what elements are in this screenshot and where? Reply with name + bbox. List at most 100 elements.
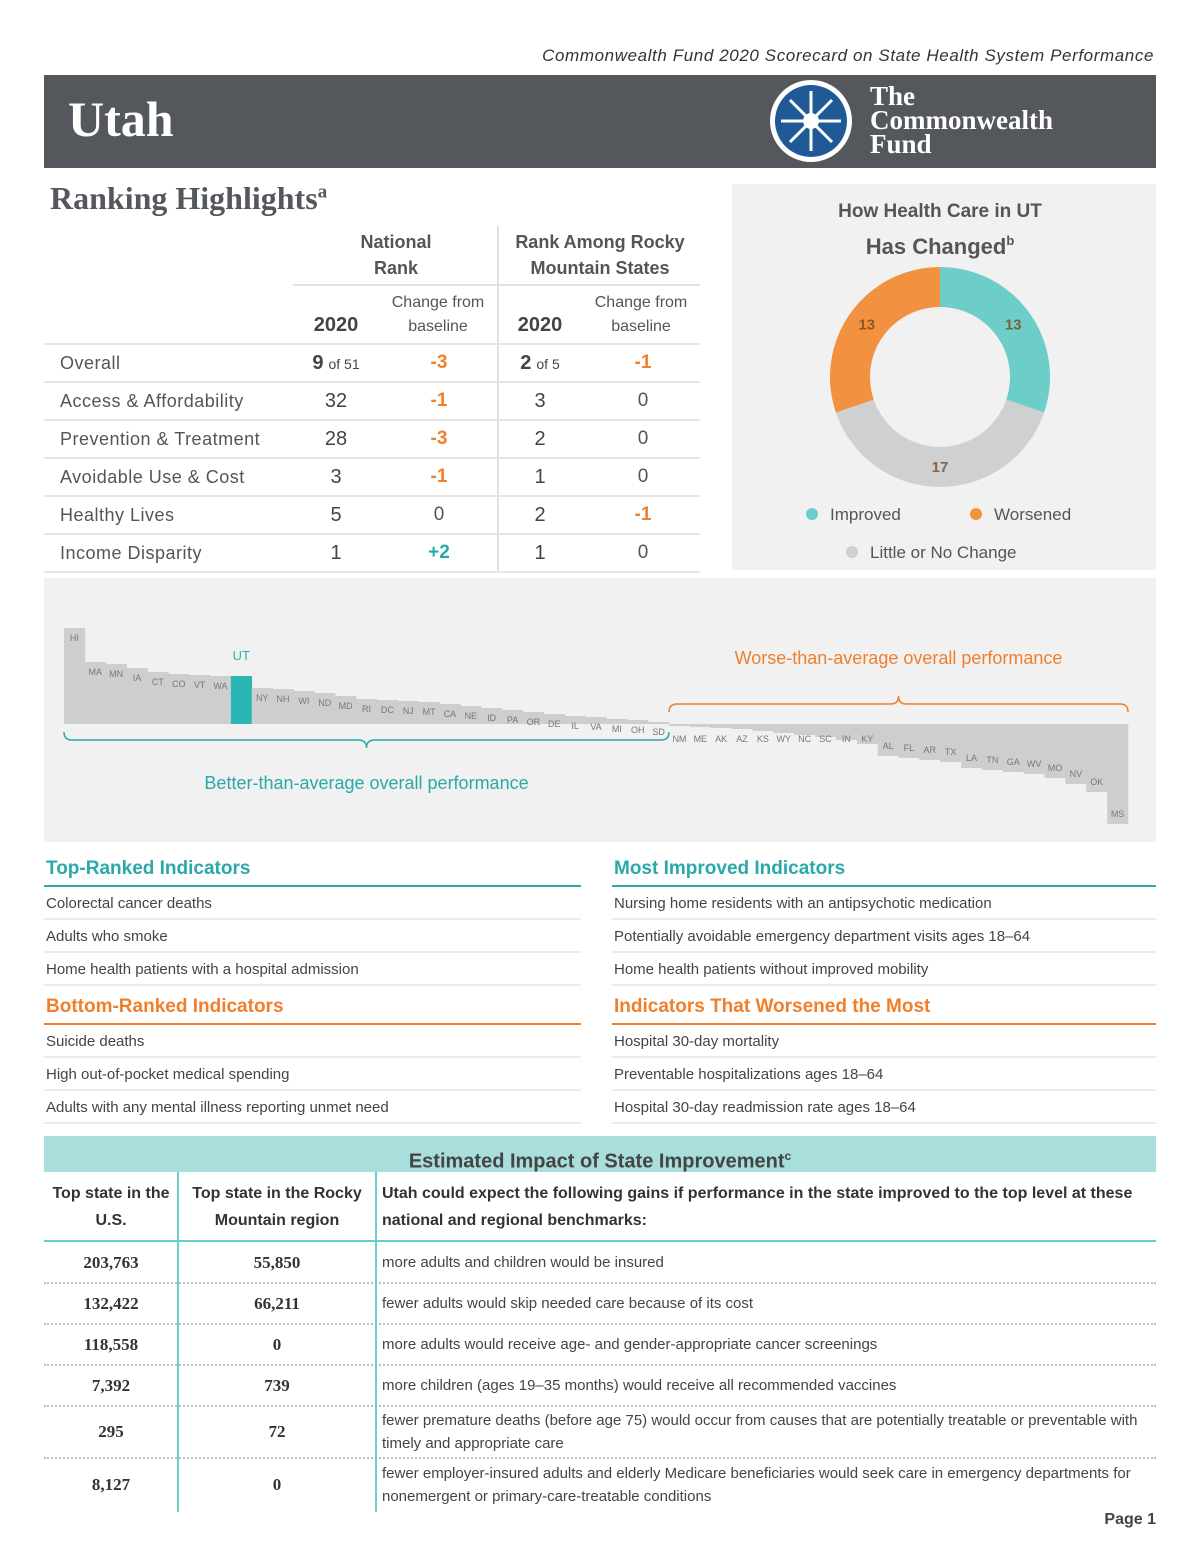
logo-mark [770,80,852,162]
impact-cell: fewer adults would skip needed care beca… [382,1295,754,1312]
change-cell: -1 [430,466,448,487]
donut-slice [835,399,1045,487]
state-label: MN [109,669,123,679]
impact-cell: fewer employer-insured adults and elderl… [382,1465,1131,1505]
rank-of: of 5 [536,356,560,372]
indicator-heading: Most Improved Indicators [612,858,1156,887]
slice-label: 13 [1005,317,1022,334]
rank-bar [210,676,232,724]
rank-bar [585,717,607,724]
state-label: DC [381,705,394,715]
indicator-item: Preventable hospitalizations ages 18–64 [612,1058,1156,1091]
rank-value: 32 [324,390,348,412]
rank-bar [272,689,294,724]
state-label: MO [1048,763,1063,773]
state-label: AZ [736,734,748,744]
rank-bar [877,724,899,756]
state-label: IA [133,673,142,683]
row-line [44,419,700,421]
rank-value: 2 [534,428,546,450]
row-label: Healthy Lives [60,505,175,525]
rank-value: 1 [330,542,342,564]
row-rule [44,1282,1156,1284]
rank-bar [543,714,566,724]
state-label: NJ [403,706,414,716]
rank-cell: 32 [276,383,396,421]
rank-cell: 28 [276,421,396,459]
rank-value: 9 [312,352,324,374]
state-label: KS [757,734,769,744]
legend-label: Worsened [994,505,1071,524]
indicator-heading: Bottom-Ranked Indicators [44,996,581,1025]
change-cell: 0 [637,390,649,411]
rank-cell: 2 [480,497,600,535]
row-rule [44,1323,1156,1325]
state-label: NV [1070,769,1083,779]
brace [63,731,670,749]
state-label: NY [256,693,269,703]
impact-cell: 0 [272,1334,282,1354]
impact-header: Utah could expect the following gains if… [382,1185,1133,1229]
state-label: MA [89,667,103,677]
legend-label: Improved [830,505,901,524]
legend-swatch [846,546,858,558]
state-label: GA [1007,757,1020,767]
state-label: MT [423,707,436,717]
indicator-heading: Indicators That Worsened the Most [612,996,1156,1025]
header-bar [44,75,1156,168]
rank-bar [439,704,461,724]
change-cell: -3 [430,428,448,449]
rank-bar [710,724,732,728]
impact-cell: more adults would receive age- and gende… [382,1336,878,1353]
rank-value: 1 [534,542,546,564]
impact-cell: 118,558 [83,1334,139,1354]
rank-cell: 1 [276,535,396,573]
row-rule [44,1364,1156,1366]
indicator-item: Home health patients with a hospital adm… [44,953,581,986]
indicator-item: Potentially avoidable emergency departme… [612,920,1156,953]
impact-cell: 739 [264,1375,290,1395]
rank-bar [522,712,545,724]
state-label: WV [1027,759,1042,769]
rank-bar [314,693,336,724]
row-label: Avoidable Use & Cost [60,467,245,487]
rank-bar [356,699,378,724]
row-label: Overall [60,353,121,373]
rank-bar [731,724,753,729]
state-label: RI [362,704,371,714]
row-label: Prevention & Treatment [60,429,261,449]
change-cell: -1 [634,352,652,373]
state-label: CT [152,677,164,687]
change-cell: 0 [637,466,649,487]
divider [293,284,700,286]
rank-bar [794,724,816,735]
donut-slice [830,267,940,413]
row-line [44,343,700,345]
state-label: WY [777,734,792,744]
divider [497,226,499,572]
state-label: UT [233,648,250,663]
title-line: Has Changed [866,234,1007,259]
title-line: How Health Care in UT [838,201,1042,222]
impact-cell: 7,392 [91,1375,131,1395]
rank-bar [1086,724,1108,792]
state-label: AL [883,741,894,751]
state-label: MD [339,701,353,711]
indicator-item: Home health patients without improved mo… [612,953,1156,986]
rank-bar [1002,724,1024,772]
indicator-item: Suicide deaths [44,1025,581,1058]
rank-bar [189,675,211,724]
state-label: WA [213,681,227,691]
impact-cell: 72 [268,1422,286,1441]
footnote-mark: a [317,181,328,203]
indicator-group: Top-Ranked Indicators Colorectal cancer d… [44,858,581,986]
impact-cell: fewer premature deaths (before age 75) w… [382,1412,1138,1452]
indicator-group: Most Improved Indicators Nursing home res… [612,858,1156,986]
chart-title: How Health Care in UT Has Changedb [838,201,1042,259]
rank-bar [502,710,524,724]
indicator-item: High out-of-pocket medical spending [44,1058,581,1091]
rank-bar [460,706,482,724]
indicator-group: Bottom-Ranked Indicators Suicide deaths Hi… [44,996,581,1124]
slice-label: 17 [932,459,949,476]
rank-bar [481,708,503,724]
